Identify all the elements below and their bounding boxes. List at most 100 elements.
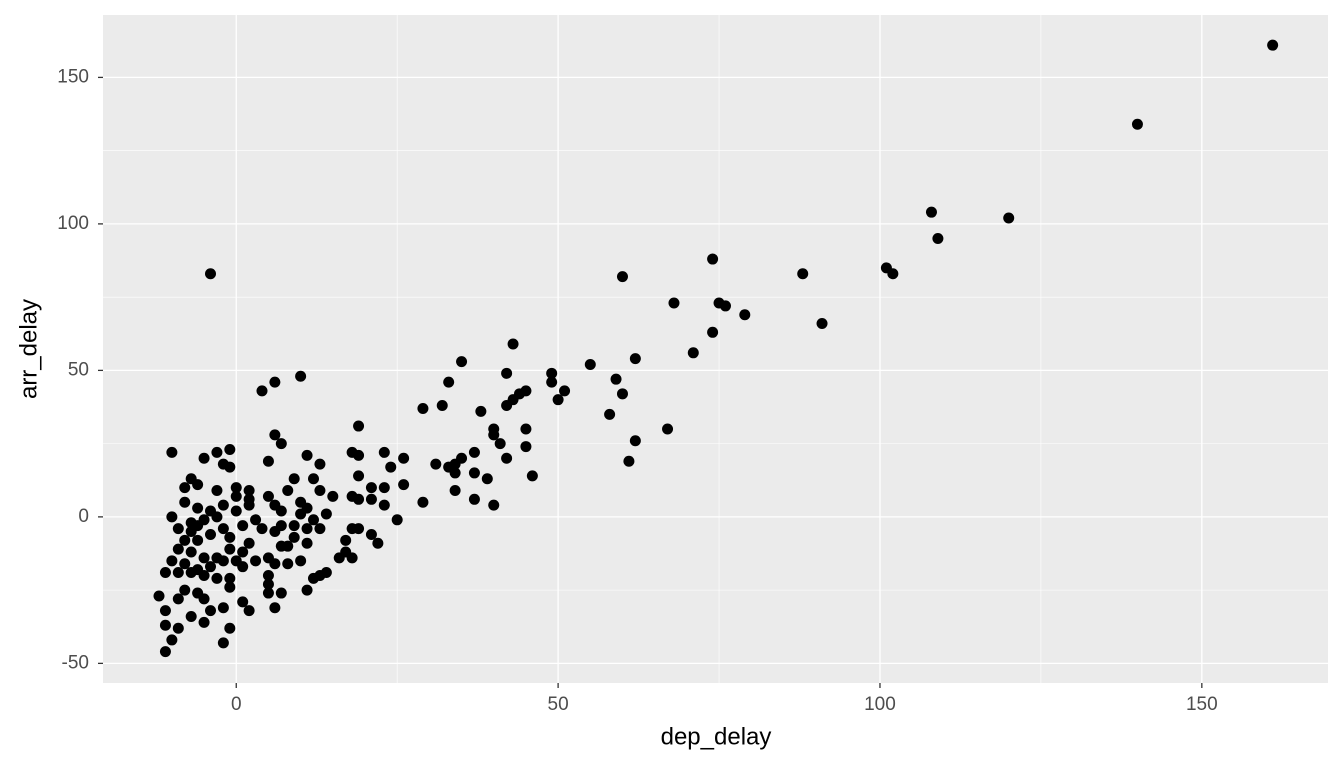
point — [262, 569, 274, 581]
point — [217, 499, 229, 511]
point — [166, 634, 178, 646]
point — [301, 523, 313, 535]
point — [353, 493, 365, 505]
point — [275, 587, 287, 599]
point — [224, 461, 236, 473]
point — [346, 552, 358, 564]
point — [436, 400, 448, 412]
y-tick-label: -50 — [62, 652, 89, 673]
point — [243, 499, 255, 511]
point — [205, 605, 217, 617]
point — [211, 511, 223, 523]
point — [211, 572, 223, 584]
point — [159, 567, 171, 579]
point — [559, 385, 571, 397]
point — [385, 461, 397, 473]
point — [185, 546, 197, 558]
point — [365, 482, 377, 494]
point — [237, 520, 249, 532]
point — [205, 561, 217, 573]
point — [217, 637, 229, 649]
y-axis-title: arr_delay — [15, 299, 42, 399]
point — [262, 578, 274, 590]
point — [301, 449, 313, 461]
x-tick-label: 50 — [548, 694, 569, 715]
point — [488, 429, 500, 441]
point — [224, 443, 236, 455]
point — [314, 485, 326, 497]
point — [230, 555, 242, 567]
point — [205, 528, 217, 540]
point — [346, 523, 358, 535]
point — [468, 446, 480, 458]
point — [552, 394, 564, 406]
point — [353, 449, 365, 461]
point — [217, 523, 229, 535]
point — [192, 564, 204, 576]
point — [1003, 212, 1015, 224]
point — [217, 555, 229, 567]
x-tick-label: 150 — [1186, 694, 1218, 715]
point — [314, 523, 326, 535]
point — [172, 567, 184, 579]
point — [172, 543, 184, 555]
point — [475, 405, 487, 417]
point — [468, 467, 480, 479]
y-tick-label: 100 — [57, 213, 89, 234]
point — [333, 552, 345, 564]
point — [623, 455, 635, 467]
point — [179, 482, 191, 494]
point — [301, 537, 313, 549]
point — [166, 446, 178, 458]
point — [520, 441, 532, 453]
point — [1267, 39, 1279, 51]
point — [932, 233, 944, 245]
point — [520, 423, 532, 435]
point — [301, 584, 313, 596]
point — [449, 458, 461, 470]
point — [275, 438, 287, 450]
point — [584, 359, 596, 371]
y-tick-label: 150 — [57, 66, 89, 87]
point — [198, 593, 210, 605]
point — [391, 514, 403, 526]
point — [250, 555, 262, 567]
point — [211, 446, 223, 458]
point — [198, 552, 210, 564]
y-tick-label: 50 — [68, 359, 89, 380]
point — [378, 446, 390, 458]
point — [185, 610, 197, 622]
point — [269, 499, 281, 511]
point — [269, 429, 281, 441]
point — [262, 455, 274, 467]
point — [211, 485, 223, 497]
point — [275, 540, 287, 552]
point — [217, 602, 229, 614]
point — [230, 505, 242, 517]
point — [707, 326, 719, 338]
point — [282, 558, 294, 570]
point — [172, 622, 184, 634]
point — [629, 435, 641, 447]
point — [887, 268, 899, 280]
point — [288, 531, 300, 543]
point — [192, 502, 204, 514]
point — [610, 373, 622, 385]
point — [925, 206, 937, 218]
point — [449, 485, 461, 497]
point — [230, 490, 242, 502]
point — [687, 347, 699, 359]
point — [224, 543, 236, 555]
point — [295, 370, 307, 382]
point — [378, 499, 390, 511]
point — [166, 511, 178, 523]
point — [398, 452, 410, 464]
point — [314, 458, 326, 470]
y-tick-label: 0 — [78, 506, 89, 527]
point — [192, 479, 204, 491]
point — [192, 534, 204, 546]
point — [340, 534, 352, 546]
point — [224, 531, 236, 543]
point — [662, 423, 674, 435]
